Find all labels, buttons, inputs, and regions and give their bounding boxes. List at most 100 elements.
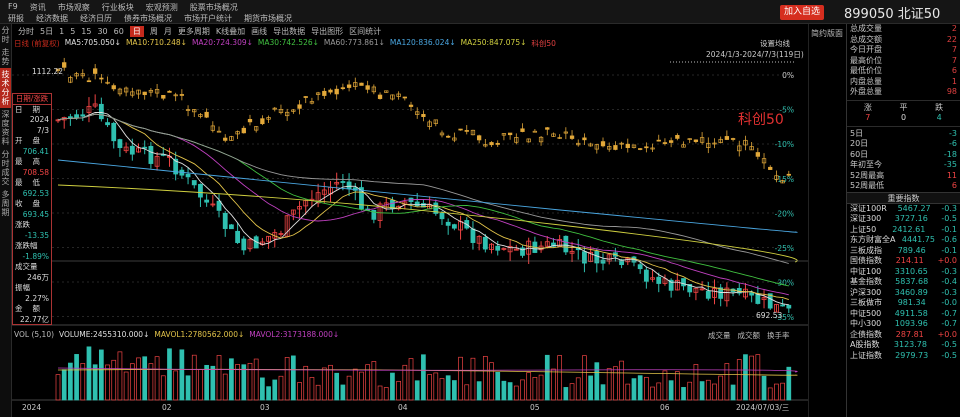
index-row[interactable]: 东方财富全A 4441.75 -0.6 <box>847 235 960 246</box>
candle-body <box>117 139 123 149</box>
index-row[interactable]: 中小300 1093.96 -0.7 <box>847 319 960 330</box>
candle-body <box>774 304 779 313</box>
leftnav-item-multi[interactable]: 多周期 <box>1 190 10 217</box>
index-row[interactable]: 深证300 3727.16 -0.5 <box>847 214 960 225</box>
overlay-settings-link[interactable]: 设置均线 <box>760 38 790 48</box>
menu-item[interactable]: 市场开户统计 <box>184 14 232 23</box>
stat-row: 内盘总量 1 <box>847 77 960 88</box>
volume-bar <box>712 383 717 401</box>
leftnav-item-profile[interactable]: 深度资料 <box>1 110 10 146</box>
stat-label: 5日 <box>850 128 864 138</box>
overlay-body <box>650 147 655 150</box>
period-tab[interactable]: 更多周期 <box>177 26 210 36</box>
volume-bar <box>396 380 401 401</box>
volume-bar <box>74 354 79 401</box>
index-row[interactable]: A股指数 3123.78 -0.5 <box>847 340 960 351</box>
period-tab[interactable]: 5日 <box>40 26 54 36</box>
leftnav-item-trend[interactable]: 走势 <box>1 48 10 66</box>
overlay-body <box>266 117 271 120</box>
volume-bar <box>68 362 73 401</box>
overlay-body <box>569 135 575 139</box>
period-tab[interactable]: 1 <box>59 26 65 36</box>
menu-item[interactable]: F9 <box>8 2 18 11</box>
tab-amount[interactable]: 成交额 <box>737 331 761 340</box>
index-name: 企债指数 <box>850 329 882 339</box>
period-tab[interactable]: 5 <box>70 26 76 36</box>
period-tab[interactable]: 导出图形 <box>311 26 344 36</box>
volume-bar <box>136 357 141 401</box>
index-row[interactable]: 中证500 4911.58 -0.7 <box>847 309 960 320</box>
volume-bar <box>235 364 240 401</box>
index-row[interactable]: 上证50 2412.61 -0.1 <box>847 225 960 236</box>
tab-turnover[interactable]: 换手率 <box>767 331 790 340</box>
period-tab[interactable]: 区间统计 <box>349 26 382 36</box>
stat-row: 60日 -18 <box>847 150 960 161</box>
period-tab[interactable]: K线叠加 <box>215 26 246 36</box>
period-tab[interactable]: 画线 <box>251 26 268 36</box>
period-tab[interactable]: 导出数据 <box>273 26 306 36</box>
menu-item[interactable]: 行业板块 <box>101 3 134 12</box>
index-row[interactable]: 基金指数 5837.68 -0.4 <box>847 277 960 288</box>
period-tab[interactable]: 日 <box>129 25 144 37</box>
menu-item[interactable]: 资讯 <box>29 3 46 12</box>
index-name: 中证500 <box>850 308 882 318</box>
period-tab[interactable]: 15 <box>81 26 92 36</box>
index-row[interactable]: 上证指数 2979.73 -0.5 <box>847 351 960 362</box>
period-tab[interactable]: 周 <box>149 26 158 36</box>
menu-item[interactable]: 债券市场概况 <box>124 14 172 23</box>
add-to-watchlist-button[interactable]: 加入自选 <box>780 5 825 20</box>
volume-bar <box>427 374 432 401</box>
stat-row: 总成交额 22 <box>847 35 960 46</box>
period-tab[interactable]: 分时 <box>18 26 34 36</box>
index-row[interactable]: 企债指数 287.81 +0.0 <box>847 330 960 341</box>
overlay-body <box>74 73 79 77</box>
index-name: 深证100R <box>850 203 887 213</box>
candle-body <box>650 277 655 280</box>
overlay-body <box>730 138 736 140</box>
volume-bar <box>340 384 346 401</box>
infobox-row: 22.77亿 <box>13 315 51 326</box>
index-chg: +0.0 <box>937 256 957 265</box>
periodbar-right-label[interactable]: 简约版面 <box>811 29 843 38</box>
tab-volume[interactable]: 成交量 <box>708 331 731 340</box>
volume-bar <box>421 354 426 401</box>
index-row[interactable]: 三板做市 981.34 -0.0 <box>847 298 960 309</box>
volume-bar <box>582 355 587 401</box>
menu-item[interactable]: 经济日历 <box>80 14 112 23</box>
stat-label: 52周最低 <box>850 181 885 190</box>
index-row[interactable]: 三板成指 789.46 -0.1 <box>847 246 960 257</box>
overlay-body <box>619 142 624 145</box>
menu-item[interactable]: 研报 <box>8 14 24 23</box>
left-nav: 分时 走势 技术分析 深度资料 分时成交 多周期 <box>0 24 12 417</box>
overlay-body <box>607 146 612 150</box>
candle-body <box>210 203 216 206</box>
overlay-body <box>371 86 377 93</box>
index-chg: -0.7 <box>941 319 957 328</box>
leftnav-item-technical[interactable]: 技术分析 <box>0 68 11 108</box>
overlay-body <box>495 142 500 145</box>
index-row[interactable]: 沪深300 3460.89 -0.3 <box>847 288 960 299</box>
overlay-body <box>786 173 791 176</box>
leftnav-item-timeshare[interactable]: 分时 <box>1 26 10 44</box>
index-row[interactable]: 国债指数 214.11 +0.0 <box>847 256 960 267</box>
overlay-body <box>625 143 630 148</box>
stat-row: 52周最低 6 <box>847 181 960 192</box>
period-tab[interactable]: 月 <box>163 26 172 36</box>
menu-item[interactable]: 宏观预测 <box>145 3 178 12</box>
volume-bar <box>303 365 309 401</box>
menu-item[interactable]: 市场观察 <box>57 3 90 12</box>
index-row[interactable]: 深证100R 5467.27 -0.3 <box>847 204 960 215</box>
index-row[interactable]: 中证100 3310.65 -0.3 <box>847 267 960 278</box>
period-tab[interactable]: 60 <box>113 26 124 36</box>
kline-chart[interactable]: 0% -5% -10% -15% -20% -25% -30% -35% 科创50 设置均线 202… <box>0 0 808 417</box>
menu-item[interactable]: 期货市场概况 <box>244 14 292 23</box>
menu-item[interactable]: 股票市场概况 <box>189 3 238 12</box>
volume-bar <box>359 371 364 401</box>
leftnav-item-ticks[interactable]: 分时成交 <box>1 150 10 186</box>
candle-body <box>755 293 761 304</box>
overlay-body <box>421 114 426 117</box>
period-tab[interactable]: 30 <box>97 26 108 36</box>
menu-item[interactable]: 经济数据 <box>36 14 68 23</box>
infobox-value: 692.53 <box>22 188 49 198</box>
overlay-body <box>588 143 593 147</box>
